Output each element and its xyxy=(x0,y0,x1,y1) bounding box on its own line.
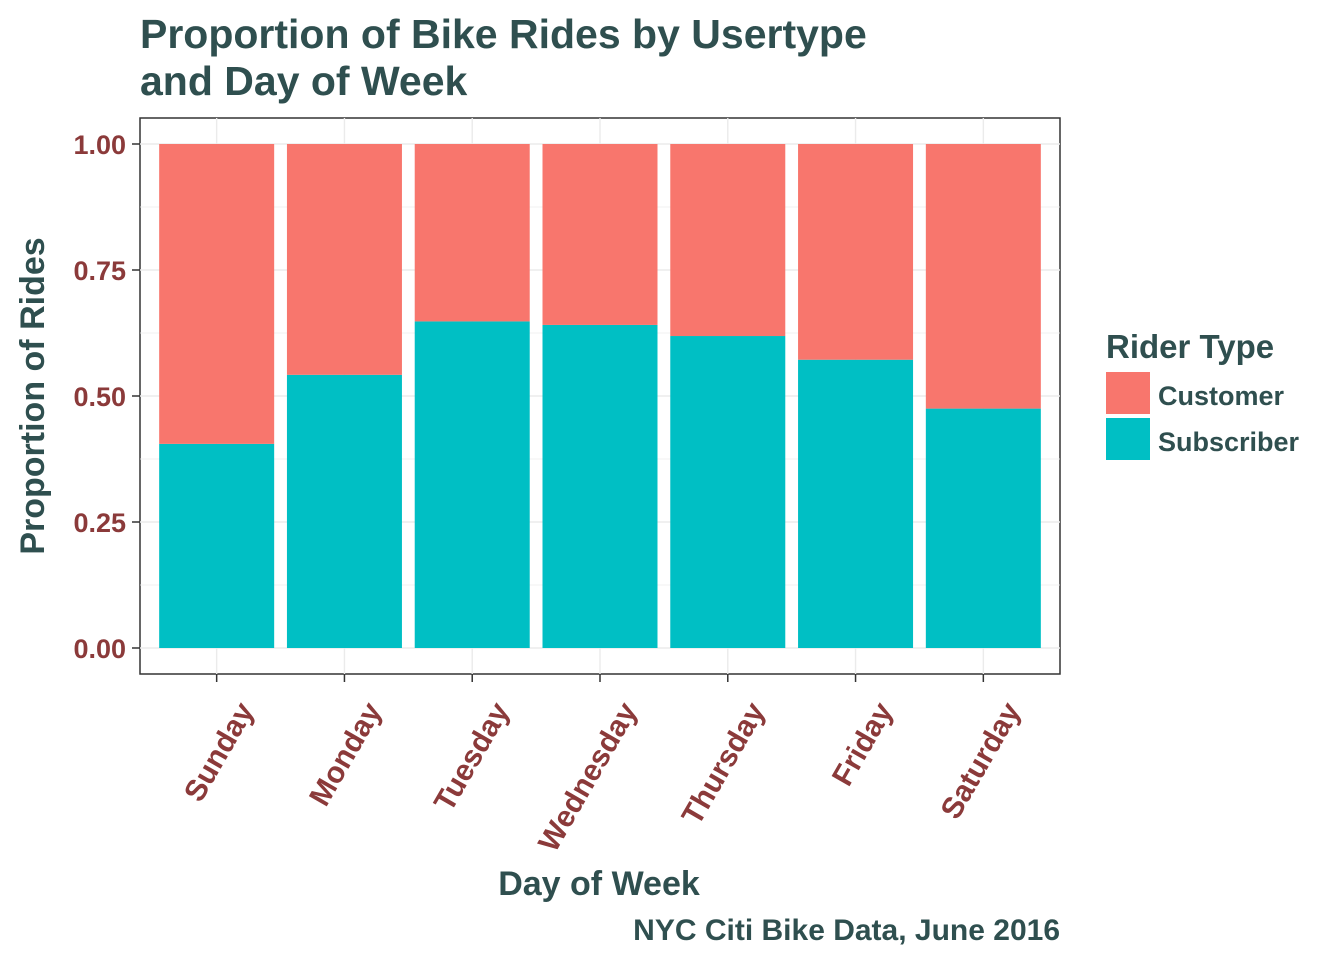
plot-area xyxy=(139,117,1061,675)
chart-title-line-2: and Day of Week xyxy=(140,58,468,104)
bar-subscriber-sunday xyxy=(159,443,275,648)
bar-subscriber-friday xyxy=(798,359,914,648)
legend-title: Rider Type xyxy=(1106,328,1274,365)
bar-customer-sunday xyxy=(159,144,275,444)
legend-swatch-customer xyxy=(1106,372,1150,414)
bar-subscriber-thursday xyxy=(670,336,786,648)
bars xyxy=(159,144,1041,648)
x-tick-label: Thursday xyxy=(676,697,772,831)
x-axis-title: Day of Week xyxy=(498,865,700,903)
bar-customer-friday xyxy=(798,144,914,360)
chart-caption: NYC Citi Bike Data, June 2016 xyxy=(633,914,1060,947)
bar-customer-wednesday xyxy=(542,144,658,325)
x-tick-label: Wednesday xyxy=(532,697,644,858)
chart-title-line-1: Proportion of Bike Rides by Usertype xyxy=(140,11,867,57)
legend: Rider Type Customer Subscriber xyxy=(1106,328,1300,460)
x-tick-label: Monday xyxy=(303,697,388,812)
bar-subscriber-tuesday xyxy=(414,321,530,648)
bar-subscriber-wednesday xyxy=(542,324,658,648)
y-tick-label: 1.00 xyxy=(73,130,126,160)
y-axis-title: Proportion of Rides xyxy=(14,237,52,554)
legend-label-customer: Customer xyxy=(1158,381,1285,411)
y-tick-label: 0.25 xyxy=(73,508,126,538)
y-tick-label: 0.50 xyxy=(73,382,126,412)
y-tick-label: 0.00 xyxy=(73,634,126,664)
bar-subscriber-monday xyxy=(286,374,402,648)
x-tick-label: Friday xyxy=(826,697,900,792)
bar-customer-monday xyxy=(286,144,402,375)
y-axis: 0.00 0.25 0.50 0.75 1.00 xyxy=(73,130,140,664)
bar-customer-thursday xyxy=(670,144,786,337)
legend-label-subscriber: Subscriber xyxy=(1158,427,1300,457)
y-tick-label: 0.75 xyxy=(73,256,126,286)
bar-customer-tuesday xyxy=(414,144,530,322)
x-tick-label: Sunday xyxy=(178,697,261,808)
bar-subscriber-saturday xyxy=(925,408,1041,648)
x-tick-label: Saturday xyxy=(935,697,1028,825)
x-tick-label: Tuesday xyxy=(428,697,516,817)
bar-customer-saturday xyxy=(925,144,1041,409)
x-axis: Sunday Monday Tuesday Wednesday Thursday Frid… xyxy=(178,674,1028,857)
legend-swatch-subscriber xyxy=(1106,418,1150,460)
